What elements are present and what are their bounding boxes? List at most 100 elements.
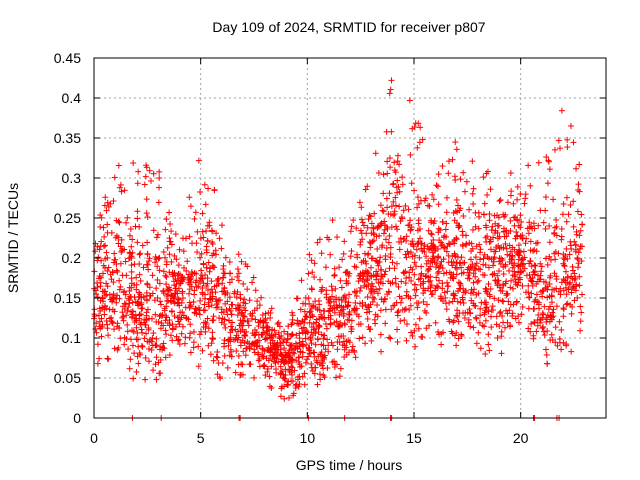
data-point (449, 262, 456, 269)
data-point (393, 299, 400, 306)
data-point (441, 289, 448, 296)
data-point (271, 327, 278, 334)
data-point (544, 360, 551, 367)
data-point (187, 302, 194, 309)
data-point (100, 270, 107, 277)
data-point (327, 251, 334, 258)
data-point (453, 236, 460, 243)
data-point (449, 298, 456, 305)
data-point (560, 287, 567, 294)
data-point (512, 276, 519, 283)
data-point (444, 288, 451, 295)
data-point (531, 319, 538, 326)
data-point (577, 327, 584, 334)
data-point (122, 301, 129, 308)
data-point (126, 365, 133, 372)
data-point (375, 170, 382, 177)
data-point (430, 220, 437, 227)
data-point (143, 210, 150, 217)
data-point (429, 255, 436, 262)
data-point (412, 343, 419, 350)
data-point (379, 280, 386, 287)
data-point (411, 327, 418, 334)
data-point (127, 356, 134, 363)
data-point (289, 316, 296, 323)
data-point (473, 291, 480, 298)
data-point (321, 332, 328, 339)
data-point (397, 317, 404, 324)
data-point (356, 272, 363, 279)
data-point (469, 158, 476, 165)
data-point (213, 298, 220, 305)
data-point (538, 263, 545, 270)
data-point (239, 371, 246, 378)
data-point (338, 307, 345, 314)
data-point (144, 261, 151, 268)
data-point (572, 246, 579, 253)
data-point (103, 280, 110, 287)
data-point (268, 326, 275, 333)
data-point (525, 230, 532, 237)
data-point (475, 277, 482, 284)
data-point (348, 347, 355, 354)
data-point (149, 272, 156, 279)
data-point (197, 235, 204, 242)
data-point (353, 311, 360, 318)
data-point (561, 277, 568, 284)
data-point (392, 194, 399, 201)
data-point (155, 255, 162, 262)
data-point (335, 333, 342, 340)
data-point (367, 213, 374, 220)
data-point (319, 356, 326, 363)
data-point (411, 259, 418, 266)
data-point (277, 363, 284, 370)
data-point (453, 265, 460, 272)
data-point (208, 340, 215, 347)
data-point (363, 309, 370, 316)
data-point (417, 197, 424, 204)
data-point (421, 248, 428, 255)
data-point (546, 253, 553, 260)
data-point (229, 319, 236, 326)
data-point (409, 238, 416, 245)
data-point (430, 242, 437, 249)
data-point (411, 187, 418, 194)
data-point (204, 287, 211, 294)
data-point (560, 305, 567, 312)
data-point (342, 269, 349, 276)
data-point (464, 266, 471, 273)
data-point (382, 236, 389, 243)
data-point (103, 318, 110, 325)
data-point (341, 354, 348, 361)
data-point (533, 291, 540, 298)
data-point (547, 303, 554, 310)
data-point (575, 181, 582, 188)
data-point (494, 282, 501, 289)
data-point (116, 286, 123, 293)
data-point (232, 305, 239, 312)
data-point (393, 184, 400, 191)
data-point (333, 302, 340, 309)
data-point (400, 207, 407, 214)
data-point (187, 321, 194, 328)
data-point (533, 280, 540, 287)
data-point (551, 250, 558, 257)
data-point (405, 222, 412, 229)
data-point (341, 238, 348, 245)
data-point (360, 257, 367, 264)
data-point (367, 285, 374, 292)
data-point (557, 145, 564, 152)
data-point (317, 351, 324, 358)
data-point (121, 306, 128, 313)
data-point (348, 223, 355, 230)
data-point (417, 235, 424, 242)
data-point (296, 363, 303, 370)
data-point (569, 275, 576, 282)
data-point (111, 326, 118, 333)
data-point (128, 284, 135, 291)
data-point (531, 262, 538, 269)
data-point (364, 293, 371, 300)
data-point (156, 346, 163, 353)
data-point (113, 260, 120, 267)
data-point (386, 232, 393, 239)
